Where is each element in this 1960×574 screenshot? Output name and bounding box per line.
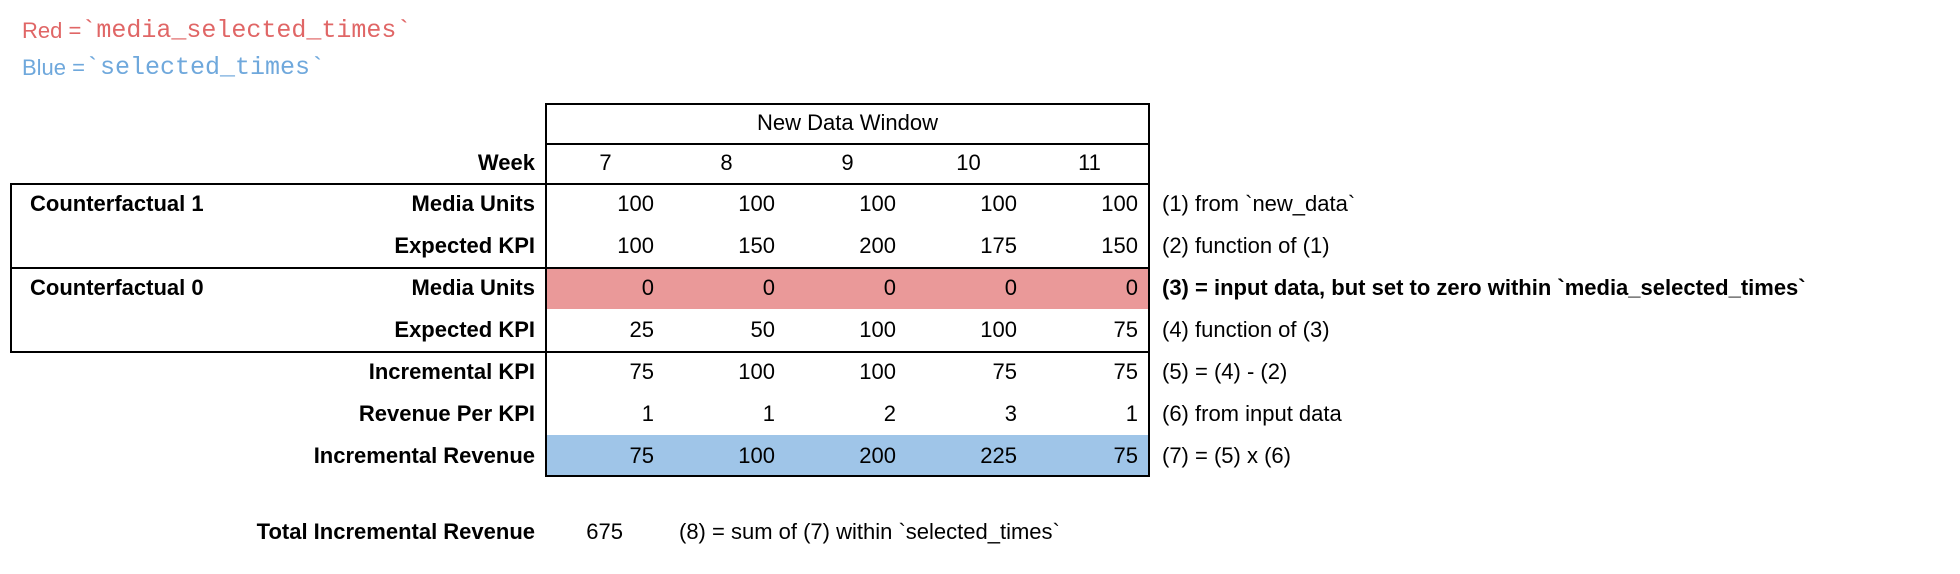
cell-value: 200 (859, 233, 896, 258)
window-header: New Data Window (757, 110, 938, 135)
cell-value: 1 (762, 401, 775, 426)
divider-counterfactual-boundary (10, 267, 1150, 269)
cell-value: 1 (641, 401, 654, 426)
cell-value: 2 (883, 401, 896, 426)
legend: Red = `media_selected_times` Blue = `sel… (22, 12, 411, 86)
cell-value: 75 (1113, 359, 1138, 384)
cell-value: 100 (1101, 191, 1138, 216)
cell-value: 0 (641, 275, 654, 300)
cell-value: 1 (1125, 401, 1138, 426)
cell-value: 75 (992, 359, 1017, 384)
row-label: Revenue Per KPI (358, 401, 535, 426)
selected-times-highlight (547, 435, 1148, 475)
cell-value: 100 (738, 359, 775, 384)
counterfactual-box-left-border (10, 183, 12, 353)
cell-value: 150 (1101, 233, 1138, 258)
week-row: Week 7 8 9 10 11 (10, 143, 1950, 183)
legend-red-label: Red = (22, 17, 82, 43)
total-row: Total Incremental Revenue 675 (8) = sum … (10, 511, 1950, 553)
cell-value: 100 (859, 191, 896, 216)
row-annotation: (6) from input data (1162, 401, 1342, 426)
table-row-incremental-kpi: Incremental KPI 75 100 100 75 75 (5) = (… (10, 351, 1950, 393)
cell-value: 3 (1004, 401, 1017, 426)
table-row-expected-kpi-cf1: Expected KPI 100 150 200 175 150 (2) fun… (10, 225, 1950, 267)
cell-value: 100 (738, 443, 775, 468)
row-annotation: (4) function of (3) (1162, 317, 1330, 342)
row-annotation: (5) = (4) - (2) (1162, 359, 1288, 384)
week-value: 11 (1078, 150, 1101, 175)
window-header-row: New Data Window (10, 103, 1950, 143)
week-value: 10 (956, 150, 981, 175)
table-row-media-units-cf1: Counterfactual 1 Media Units 100 100 100… (10, 183, 1950, 225)
row-annotation: (7) = (5) x (6) (1162, 443, 1291, 468)
cell-value: 100 (980, 317, 1017, 342)
cell-value: 225 (980, 443, 1017, 468)
legend-blue-label: Blue = (22, 54, 85, 80)
row-label: Media Units (411, 191, 535, 216)
cell-value: 0 (762, 275, 775, 300)
row-label: Media Units (411, 275, 535, 300)
group-label: Counterfactual 0 (30, 275, 204, 300)
cell-value: 75 (629, 359, 654, 384)
data-block-border (545, 103, 1150, 477)
legend-red-code: `media_selected_times` (81, 16, 412, 45)
cell-value: 0 (1125, 275, 1138, 300)
legend-blue-code: `selected_times` (85, 53, 326, 82)
cell-value: 100 (980, 191, 1017, 216)
cell-value: 150 (738, 233, 775, 258)
data-table: New Data Window Week 7 8 9 10 11 Counter… (10, 103, 1950, 574)
legend-blue-entry: Blue = `selected_times` (22, 49, 411, 86)
cell-value: 100 (617, 191, 654, 216)
group-label: Counterfactual 1 (30, 191, 204, 216)
cell-value: 100 (859, 317, 896, 342)
week-value: 8 (720, 150, 733, 175)
cell-value: 175 (980, 233, 1017, 258)
legend-red-entry: Red = `media_selected_times` (22, 12, 411, 49)
cell-value: 25 (629, 317, 654, 342)
divider-below-week-row (10, 183, 1150, 185)
total-label: Total Incremental Revenue (256, 519, 535, 544)
row-label: Incremental Revenue (313, 443, 535, 468)
cell-value: 200 (859, 443, 896, 468)
row-label: Expected KPI (394, 233, 535, 258)
week-value: 9 (841, 150, 854, 175)
media-selected-times-highlight (547, 269, 1148, 309)
table-row-media-units-cf0: Counterfactual 0 Media Units 0 0 0 0 0 (… (10, 267, 1950, 309)
cell-value: 75 (1113, 317, 1138, 342)
row-annotation: (3) = input data, but set to zero within… (1162, 275, 1806, 300)
table-row-revenue-per-kpi: Revenue Per KPI 1 1 2 3 1 (6) from input… (10, 393, 1950, 435)
cell-value: 100 (617, 233, 654, 258)
table-row-incremental-revenue: Incremental Revenue 75 100 200 225 75 (7… (10, 435, 1950, 477)
cell-value: 100 (738, 191, 775, 216)
week-value: 7 (599, 150, 612, 175)
cell-value: 0 (883, 275, 896, 300)
week-label: Week (477, 150, 535, 175)
cell-value: 100 (859, 359, 896, 384)
row-label: Incremental KPI (368, 359, 535, 384)
total-annotation: (8) = sum of (7) within `selected_times` (679, 519, 1060, 544)
cell-value: 75 (629, 443, 654, 468)
total-value: 675 (586, 519, 623, 544)
divider-below-counterfactual-0 (10, 351, 1150, 353)
row-annotation: (2) function of (1) (1162, 233, 1330, 258)
cell-value: 75 (1113, 443, 1138, 468)
row-annotation: (1) from `new_data` (1162, 191, 1356, 216)
table-row-expected-kpi-cf0: Expected KPI 25 50 100 100 75 (4) functi… (10, 309, 1950, 351)
divider-below-window-header (545, 143, 1150, 145)
cell-value: 0 (1004, 275, 1017, 300)
row-label: Expected KPI (394, 317, 535, 342)
cell-value: 50 (750, 317, 775, 342)
